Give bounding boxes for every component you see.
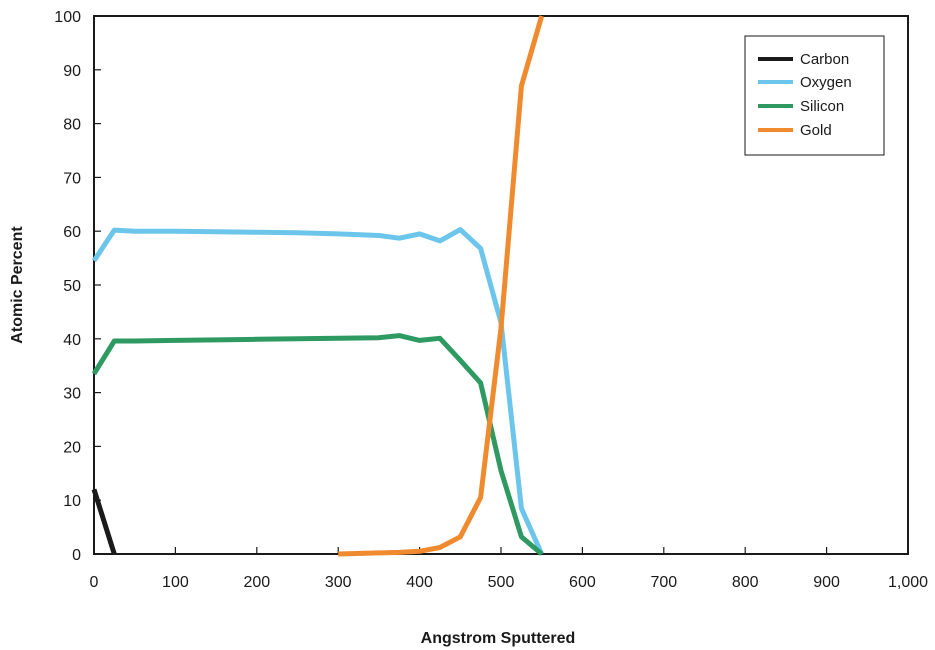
y-axis-title: Atomic Percent — [9, 226, 26, 344]
x-tick-label: 100 — [162, 574, 189, 591]
x-axis: 0 100 200 300 400 500 600 700 800 900 1,000 — [90, 547, 928, 591]
x-tick-label: 0 — [90, 574, 99, 591]
y-tick-label: 60 — [63, 224, 81, 241]
y-tick-label: 80 — [63, 117, 81, 134]
x-tick-label: 400 — [406, 574, 433, 591]
legend-label-oxygen: Oxygen — [800, 74, 852, 91]
series-layer — [91, 15, 545, 557]
legend-label-gold: Gold — [800, 122, 832, 139]
x-tick-label: 800 — [732, 574, 759, 591]
x-tick-label: 500 — [488, 574, 515, 591]
x-tick-label: 200 — [243, 574, 270, 591]
legend-label-carbon: Carbon — [800, 51, 849, 68]
x-axis-title: Angstrom Sputtered — [421, 630, 576, 647]
legend-label-silicon: Silicon — [800, 98, 844, 115]
y-tick-label: 10 — [63, 493, 81, 510]
x-tick-label: 300 — [325, 574, 352, 591]
y-tick-label: 30 — [63, 386, 81, 403]
x-tick-label: 600 — [569, 574, 596, 591]
series-line-gold — [338, 15, 545, 557]
legend-box — [744, 35, 885, 156]
y-axis: 0 10 20 30 40 50 60 70 80 90 100 — [54, 9, 101, 564]
series-line-oxygen — [91, 227, 544, 556]
y-tick-label: 100 — [54, 9, 81, 26]
y-tick-label: 20 — [63, 439, 81, 456]
y-tick-label: 50 — [63, 278, 81, 295]
y-tick-label: 90 — [63, 63, 81, 80]
x-tick-label: 900 — [813, 574, 840, 591]
x-tick-label: 700 — [650, 574, 677, 591]
y-tick-label: 40 — [63, 332, 81, 349]
legend: Carbon Oxygen Silicon Gold — [744, 35, 885, 156]
y-tick-label: 70 — [63, 170, 81, 187]
series-line-silicon — [91, 333, 544, 556]
series-line-carbon — [91, 488, 117, 555]
x-tick-label: 1,000 — [888, 574, 928, 591]
y-tick-label: 0 — [72, 547, 81, 564]
